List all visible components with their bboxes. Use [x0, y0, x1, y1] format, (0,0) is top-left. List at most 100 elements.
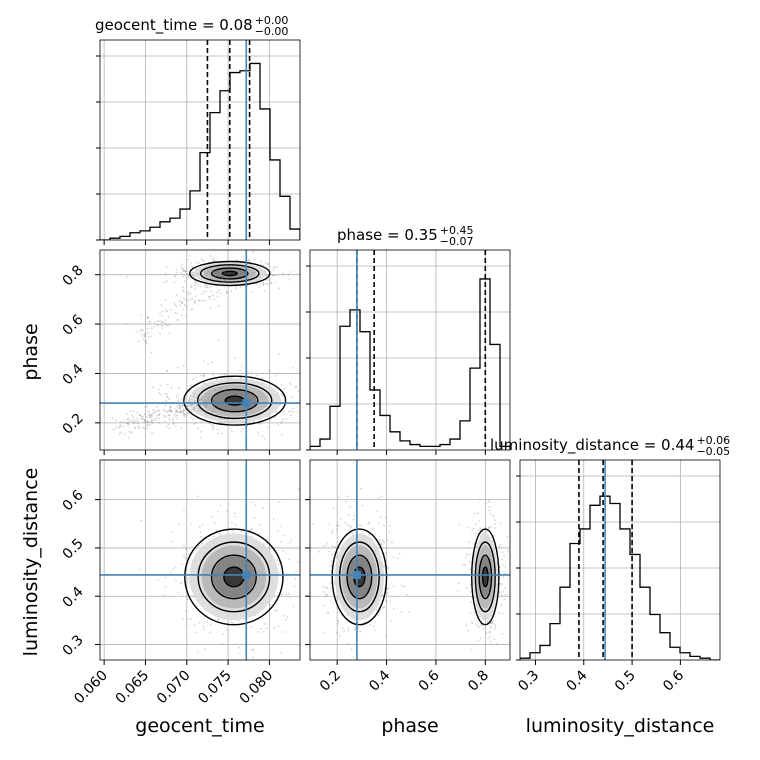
sample-point [161, 324, 163, 327]
sample-point [294, 386, 297, 389]
sample-point [182, 286, 184, 289]
sample-point [151, 418, 154, 421]
sample-point [189, 298, 192, 301]
sample-point [335, 524, 338, 527]
sample-point [503, 598, 506, 601]
panel-frame [309, 249, 511, 451]
sample-point [146, 424, 149, 427]
sample-point [290, 383, 292, 386]
sample-point [161, 327, 164, 330]
sample-point [492, 620, 494, 623]
sample-point [492, 622, 494, 625]
sample-point [380, 543, 383, 546]
sample-point [187, 577, 190, 580]
sample-point [353, 514, 356, 517]
x-tick-label: 0.065 [113, 668, 153, 708]
sample-point [187, 409, 190, 412]
sample-point [153, 325, 156, 328]
sample-point [157, 421, 160, 424]
sample-point [267, 263, 269, 265]
sample-point [157, 578, 160, 581]
sample-point [325, 586, 328, 589]
sample-point [212, 257, 215, 260]
sample-point [368, 533, 370, 536]
sample-point [360, 524, 363, 527]
sample-point [194, 392, 196, 395]
sample-point [215, 529, 218, 531]
sample-point [142, 338, 145, 341]
sample-point [154, 419, 157, 422]
sample-point [235, 287, 237, 290]
sample-point [119, 431, 122, 434]
panel-frame [519, 459, 721, 661]
sample-point [209, 623, 212, 626]
sample-point [500, 594, 503, 597]
sample-point [340, 517, 342, 520]
sample-point [493, 628, 496, 631]
sample-point [147, 336, 150, 338]
sample-point [473, 513, 476, 515]
sample-point [501, 632, 504, 635]
sample-point [225, 292, 228, 294]
sample-point [335, 556, 338, 559]
sample-point [220, 373, 223, 376]
title-sup: +0.45 [440, 224, 474, 237]
sample-point [194, 282, 197, 285]
contour-line [183, 375, 287, 426]
sample-point [221, 397, 223, 400]
sample-point [268, 279, 271, 281]
sample-point [200, 398, 203, 400]
sample-point [222, 273, 225, 275]
sample-point [209, 287, 211, 289]
sample-point [127, 417, 130, 420]
sample-point [182, 408, 185, 411]
sample-point [327, 612, 329, 614]
sample-point [187, 299, 189, 302]
sample-point [282, 417, 284, 420]
sample-point [373, 625, 375, 627]
sample-point [225, 390, 228, 393]
sample-point [200, 421, 203, 424]
sample-point [502, 590, 505, 593]
sample-point [222, 281, 225, 283]
sample-point [251, 290, 254, 293]
sample-point [148, 320, 151, 323]
sample-point [261, 377, 264, 379]
sample-point [198, 262, 200, 264]
sample-point [277, 625, 280, 628]
sample-point [183, 269, 186, 272]
sample-point [283, 614, 285, 617]
sample-point [159, 384, 162, 387]
sample-point [279, 422, 282, 425]
sample-point [479, 637, 482, 639]
sample-point [213, 409, 215, 412]
sample-point [200, 392, 202, 395]
contour-line [471, 528, 500, 626]
sample-point [381, 539, 384, 541]
sample-point [197, 545, 200, 547]
sample-point [171, 531, 173, 533]
sample-point [160, 393, 163, 396]
sample-point [204, 286, 207, 289]
sample-point [257, 433, 260, 436]
sample-point [182, 308, 185, 311]
sample-point [144, 405, 147, 408]
sample-point [389, 525, 391, 527]
sample-point [289, 271, 292, 273]
sample-point [184, 270, 187, 273]
contour-line [338, 541, 380, 613]
sample-point [184, 407, 187, 410]
x-tick-label: 0.075 [195, 668, 235, 708]
sample-point [176, 410, 179, 413]
sample-point [475, 624, 478, 626]
sample-point [206, 396, 209, 399]
sample-point [261, 435, 264, 437]
sample-point [376, 608, 378, 611]
sample-point [182, 618, 185, 620]
sample-point [184, 413, 187, 416]
sample-point [269, 547, 271, 550]
sample-point [147, 317, 150, 319]
sample-point [212, 400, 215, 402]
sample-point [164, 272, 167, 275]
sample-point [175, 580, 177, 582]
